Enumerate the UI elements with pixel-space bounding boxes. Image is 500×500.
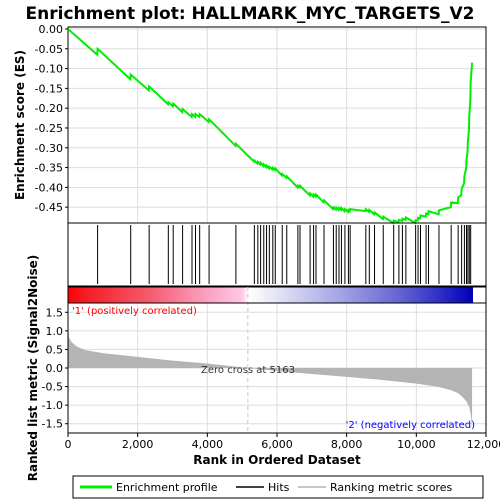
metric-tick-label: 1.0: [46, 325, 64, 338]
rank-color-gradient: [68, 287, 473, 303]
es-tick-label: -0.30: [35, 142, 63, 155]
es-tick-label: -0.35: [35, 162, 63, 175]
positive-correlation-label: '1' (positively correlated): [72, 306, 197, 317]
es-y-axis-title: Enrichment score (ES): [13, 50, 27, 200]
x-axis-title: Rank in Ordered Dataset: [193, 453, 361, 467]
x-tick-label: 8,000: [331, 438, 363, 451]
es-panel: 0.00 -0.05 -0.10 -0.15 -0.20 -0.25 -0.30 -0.35 -…: [13, 23, 487, 225]
es-y-axis: 0.00 -0.05 -0.10 -0.15 -0.20 -0.25 -0.30 -0.35 -…: [35, 23, 68, 214]
es-tick-label: -0.25: [35, 122, 63, 135]
es-gridlines: [67, 27, 487, 223]
x-tick-label: 2,000: [122, 438, 154, 451]
legend-es-label: Enrichment profile: [116, 481, 218, 494]
es-tick-label: -0.20: [35, 102, 63, 115]
chart-title: Enrichment plot: HALLMARK_MYC_TARGETS_V2: [26, 4, 475, 24]
rank-color-bar: [67, 286, 487, 304]
hits-panel-frame: [67, 222, 487, 287]
hits-panel: [67, 222, 487, 287]
metric-panel: 1.5 1.0 0.5 0.0 -0.5 -1.0 -1.5 '1' (positively…: [26, 255, 487, 482]
es-tick-label: 0.00: [39, 23, 64, 36]
legend-hits-label: Hits: [268, 481, 290, 494]
x-tick-label: 0: [65, 438, 72, 451]
legend-metric-label: Ranking metric scores: [330, 481, 452, 494]
es-tick-label: -0.10: [35, 63, 63, 76]
x-axis: 0 2,000 4,000 6,000 8,000 10,000 12,000: [65, 433, 500, 451]
x-tick-label: 6,000: [261, 438, 293, 451]
x-tick-label: 10,000: [397, 438, 436, 451]
legend-frame: [72, 475, 484, 499]
es-tick-label: -0.05: [35, 43, 63, 56]
x-tick-label: 12,000: [467, 438, 500, 451]
metric-tick-label: 1.5: [46, 306, 64, 319]
metric-tick-label: -1.5: [42, 418, 63, 431]
es-tick-label: -0.45: [35, 201, 63, 214]
hits: [97, 225, 472, 284]
es-line: [67, 28, 474, 225]
x-tick-label: 4,000: [192, 438, 224, 451]
metric-tick-label: 0.0: [46, 362, 64, 375]
metric-tick-label: 0.5: [46, 343, 64, 356]
zero-cross-label: Zero cross at 5163: [201, 365, 295, 376]
metric-area: [68, 327, 473, 430]
metric-tick-label: -1.0: [42, 399, 63, 412]
negative-correlation-label: '2' (negatively correlated): [346, 420, 475, 431]
legend: Enrichment profile Hits Ranking metric s…: [72, 475, 484, 499]
es-tick-label: -0.40: [35, 181, 63, 194]
metric-y-axis: 1.5 1.0 0.5 0.0 -0.5 -1.0 -1.5: [42, 306, 68, 431]
metric-y-axis-title: Ranked list metric (Signal2Noise): [26, 255, 40, 482]
es-tick-label: -0.15: [35, 82, 63, 95]
metric-tick-label: -0.5: [42, 381, 63, 394]
